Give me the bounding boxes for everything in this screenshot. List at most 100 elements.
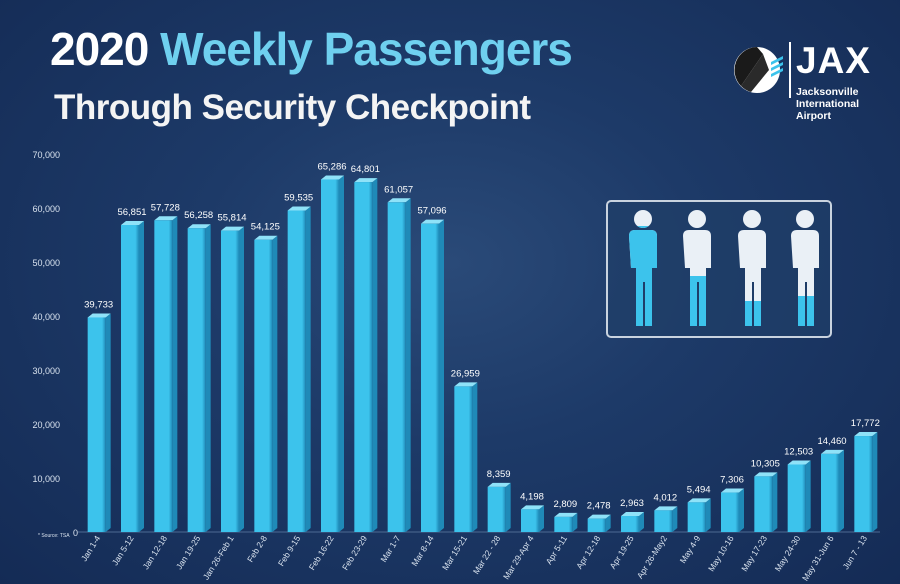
bar-top xyxy=(854,432,878,437)
bar-side xyxy=(472,382,478,532)
x-tick-label: May 4-9 xyxy=(678,534,703,566)
data-label: 56,258 xyxy=(184,210,213,221)
bar-side xyxy=(705,498,711,532)
y-tick-label: 30,000 xyxy=(32,366,60,376)
bar xyxy=(754,476,773,532)
people-graphic xyxy=(606,200,832,338)
data-label: 2,963 xyxy=(620,498,644,509)
data-label: 12,503 xyxy=(784,446,813,457)
x-tick-label: Jan 1-4 xyxy=(79,534,103,564)
bar xyxy=(187,228,206,533)
bar-top xyxy=(621,511,644,516)
bar-side xyxy=(172,216,178,532)
person-icon xyxy=(791,210,819,326)
bar-side xyxy=(405,198,411,532)
bar xyxy=(387,202,406,532)
bar-top xyxy=(187,224,211,229)
bar-side xyxy=(305,206,311,533)
x-tick-label: Jan 12-18 xyxy=(141,534,170,572)
bar xyxy=(787,464,806,532)
person-icon xyxy=(629,210,657,326)
bar-side xyxy=(539,505,544,532)
bar-side xyxy=(105,313,111,532)
data-label: 2,809 xyxy=(553,499,577,510)
bar-top xyxy=(587,514,611,519)
chart-subtitle: Through Security Checkpoint xyxy=(54,88,531,127)
bar-side xyxy=(505,482,511,532)
bar-top xyxy=(821,449,844,454)
bar-side xyxy=(372,178,378,533)
x-tick-label: May 10-16 xyxy=(706,534,736,574)
x-tick-label: Mar 22 - 28 xyxy=(471,534,503,576)
logo-divider xyxy=(789,42,791,98)
y-tick-label: 70,000 xyxy=(32,150,60,160)
x-tick-label: Mar 8-14 xyxy=(409,534,436,568)
x-tick-label: Mar 15-21 xyxy=(440,534,469,572)
bar xyxy=(221,230,239,532)
logo-line-3: Airport xyxy=(796,110,831,122)
bar xyxy=(354,182,373,533)
data-label: 7,306 xyxy=(720,475,744,486)
bar xyxy=(721,492,739,532)
bar-top xyxy=(487,482,511,487)
x-tick-label: Jan 26-Feb 1 xyxy=(201,534,236,582)
airplane-tail-icon xyxy=(734,47,783,93)
bar-side xyxy=(772,472,778,532)
bar-top xyxy=(221,226,244,231)
bar xyxy=(687,502,706,532)
data-label: 8,359 xyxy=(487,469,511,480)
x-tick-label: Apr 19-25 xyxy=(607,534,635,571)
x-tick-label: Jan 5-12 xyxy=(110,534,136,568)
bar-side xyxy=(239,226,244,532)
data-label: 2,478 xyxy=(587,501,611,512)
jax-logo: JAX Jacksonville International Airport xyxy=(733,40,883,122)
x-tick-label: Feb 16-22 xyxy=(307,534,336,572)
bar-side xyxy=(205,224,211,533)
bar-side xyxy=(672,506,678,532)
bar-top xyxy=(421,219,444,224)
x-tick-label: Apr 26-May2 xyxy=(635,534,669,581)
data-label: 17,772 xyxy=(851,418,880,429)
x-tick-label: Mar 1-7 xyxy=(378,534,402,564)
bar xyxy=(321,179,339,532)
logo-line-1: Jacksonville xyxy=(796,86,859,98)
people-icons xyxy=(629,210,819,326)
title-year: 2020 xyxy=(50,23,149,75)
data-label: 10,305 xyxy=(751,458,780,469)
bar xyxy=(87,317,106,532)
bar-side xyxy=(272,235,278,532)
x-tick-label: Jun 7 - 13 xyxy=(841,534,870,572)
data-label: 59,535 xyxy=(284,193,313,204)
x-tick-label: Feb 2-8 xyxy=(245,534,269,564)
bar xyxy=(254,239,273,532)
bar-top xyxy=(87,313,111,318)
bar xyxy=(621,515,639,532)
bar-side xyxy=(339,175,344,532)
bar-side xyxy=(439,219,444,533)
person-icon xyxy=(738,210,766,326)
data-label: 39,733 xyxy=(84,299,113,310)
y-tick-label: 20,000 xyxy=(32,420,60,430)
data-label: 57,728 xyxy=(151,202,180,213)
bar xyxy=(854,436,873,532)
bar-side xyxy=(739,488,744,532)
bar xyxy=(521,509,539,532)
data-label: 56,851 xyxy=(117,207,146,218)
bar-side xyxy=(839,449,844,532)
x-tick-label: Feb 23-29 xyxy=(340,534,369,572)
bar xyxy=(421,223,439,533)
x-tick-label: Mar 29-Apr 4 xyxy=(501,534,536,582)
bar-side xyxy=(872,432,878,532)
data-label: 65,286 xyxy=(317,161,346,172)
bar xyxy=(587,518,606,532)
bar-top xyxy=(387,198,411,203)
bar-top xyxy=(154,216,178,221)
bar-top xyxy=(287,206,311,211)
data-label: 64,801 xyxy=(351,164,380,175)
bar-side xyxy=(639,511,644,532)
bar xyxy=(554,516,573,532)
y-tick-label: 60,000 xyxy=(32,204,60,214)
data-label: 4,198 xyxy=(520,491,544,502)
data-label: 57,096 xyxy=(417,206,446,217)
